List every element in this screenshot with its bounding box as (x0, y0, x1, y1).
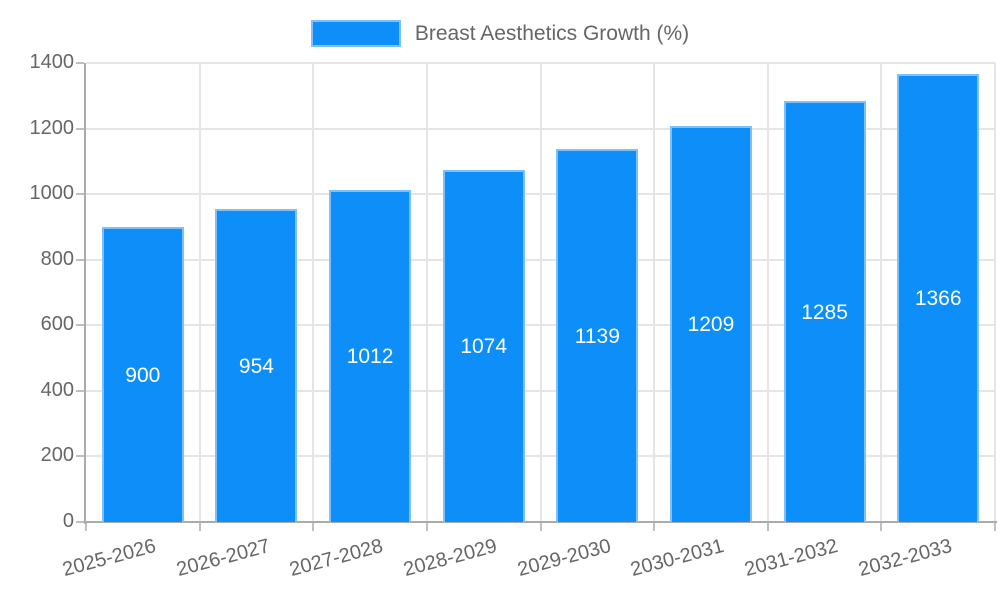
v-gridline (994, 63, 996, 522)
y-tick-label: 600 (40, 313, 74, 336)
x-tick (653, 523, 656, 531)
v-gridline (198, 63, 201, 522)
y-tick-label: 1000 (29, 182, 75, 205)
x-tick-label: 2028-2029 (401, 535, 500, 582)
bar[interactable]: 1012 (329, 190, 412, 522)
x-tick-label: 2025-2026 (60, 535, 159, 582)
x-tick (85, 523, 87, 531)
v-gridline (539, 63, 542, 522)
bar-value-label: 1139 (574, 324, 620, 348)
y-tick-label: 800 (40, 247, 74, 270)
x-tick-label: 2026-2027 (174, 535, 273, 582)
bar-value-label: 900 (125, 363, 161, 387)
plot-area (86, 62, 996, 522)
bar-value-label: 1074 (460, 335, 508, 358)
bar[interactable]: 1285 (783, 101, 866, 522)
x-tick (198, 523, 201, 531)
bar-value-label: 1012 (346, 345, 394, 368)
x-tick (312, 523, 315, 531)
x-tick (425, 523, 428, 531)
v-gridline (766, 63, 769, 522)
v-gridline (880, 63, 883, 522)
y-tick (76, 62, 84, 64)
y-tick (76, 455, 84, 458)
x-tick (880, 523, 883, 531)
x-tick-label: 2031-2032 (742, 535, 841, 582)
y-axis-line (84, 63, 86, 524)
y-tick (76, 258, 84, 261)
bar[interactable]: 954 (215, 209, 298, 522)
legend[interactable]: Breast Aesthetics Growth (%) (0, 20, 1000, 47)
y-tick (76, 193, 84, 196)
y-tick-label: 200 (40, 444, 74, 467)
y-tick-label: 1200 (29, 116, 75, 139)
y-tick (76, 324, 84, 327)
x-tick-label: 2032-2033 (855, 535, 954, 582)
v-gridline (425, 63, 428, 522)
x-tick-label: 2030-2031 (628, 535, 727, 582)
bar-value-label: 1366 (914, 287, 962, 310)
v-gridline (653, 63, 656, 522)
bar[interactable]: 1074 (442, 170, 525, 522)
y-tick-label: 400 (40, 378, 74, 401)
y-tick-label: 0 (62, 510, 74, 532)
y-tick (76, 521, 84, 523)
x-tick-label: 2027-2028 (287, 535, 386, 582)
bar[interactable]: 1209 (669, 126, 752, 522)
y-tick (76, 389, 84, 392)
x-tick (994, 523, 996, 531)
bar-value-label: 1285 (801, 300, 848, 324)
x-axis-line (84, 521, 997, 523)
x-tick (539, 523, 542, 531)
legend-label: Breast Aesthetics Growth (%) (414, 22, 690, 45)
y-tick (76, 127, 84, 130)
x-tick (766, 523, 769, 531)
bar[interactable]: 1366 (897, 74, 980, 522)
v-gridline (312, 63, 315, 522)
y-tick-label: 1400 (29, 51, 75, 73)
x-tick-label: 2029-2030 (514, 535, 614, 582)
bar-value-label: 954 (238, 354, 274, 378)
bar[interactable]: 1139 (556, 149, 639, 522)
bar[interactable]: 900 (101, 227, 184, 522)
legend-swatch (310, 20, 401, 47)
bar-value-label: 1209 (687, 313, 735, 336)
